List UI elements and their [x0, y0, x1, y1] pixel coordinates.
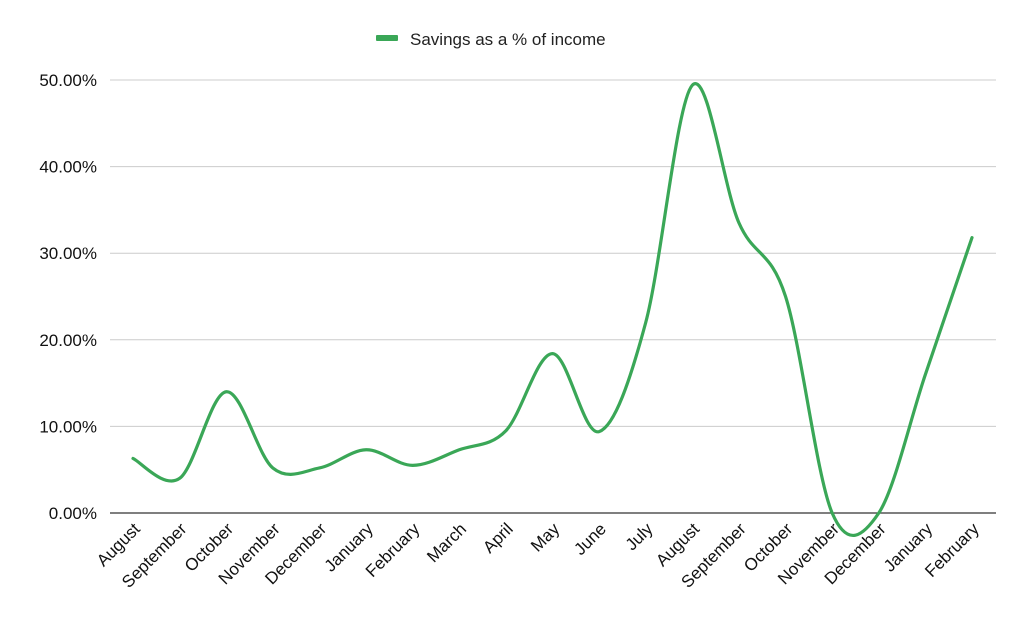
data-point	[969, 235, 975, 241]
data-point	[596, 429, 602, 435]
y-tick-label: 10.00%	[39, 417, 97, 436]
data-point	[130, 455, 136, 461]
data-point	[363, 447, 369, 453]
data-point	[410, 462, 416, 468]
data-point	[829, 510, 835, 516]
data-point	[316, 465, 322, 471]
x-tick-label: June	[570, 519, 610, 559]
x-tick-label: July	[622, 519, 657, 554]
data-point	[223, 389, 229, 395]
x-tick-label: May	[527, 519, 563, 555]
data-point	[503, 428, 509, 434]
series-layer	[130, 82, 975, 537]
y-tick-label: 20.00%	[39, 331, 97, 350]
legend: Savings as a % of income	[376, 30, 606, 49]
x-tick-label: March	[423, 519, 470, 566]
y-tick-label: 40.00%	[39, 158, 97, 177]
x-tick-label: April	[479, 519, 516, 556]
legend-label: Savings as a % of income	[410, 30, 606, 49]
y-tick-label: 0.00%	[49, 504, 97, 523]
data-point	[456, 447, 462, 453]
data-point	[177, 475, 183, 481]
data-point	[270, 465, 276, 471]
data-point	[736, 220, 742, 226]
y-axis: 0.00% 10.00% 20.00% 30.00% 40.00% 50.00%	[39, 71, 97, 523]
legend-swatch	[376, 35, 398, 41]
data-point	[922, 371, 928, 377]
series-line	[131, 82, 974, 537]
data-point	[643, 319, 649, 325]
y-tick-label: 30.00%	[39, 244, 97, 263]
y-tick-label: 50.00%	[39, 71, 97, 90]
data-point	[550, 351, 556, 357]
grid-lines	[110, 79, 996, 514]
data-point	[876, 510, 882, 516]
data-point	[783, 294, 789, 300]
x-axis: AugustSeptemberOctoberNovemberDecemberJa…	[93, 519, 983, 592]
data-point	[689, 82, 695, 88]
